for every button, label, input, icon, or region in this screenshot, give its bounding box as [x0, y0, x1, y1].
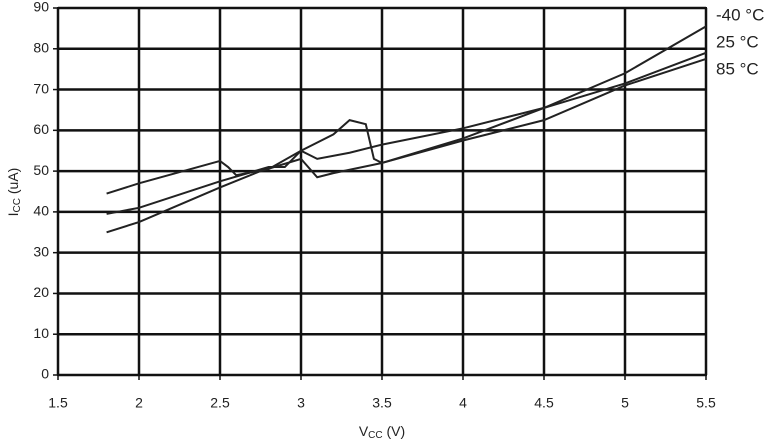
- y-tick-label: 60: [33, 121, 49, 137]
- y-tick-label: 80: [33, 39, 49, 55]
- x-label-unit: (V): [383, 423, 406, 439]
- series-line: [106, 58, 707, 195]
- x-tick-label: 5: [621, 395, 629, 411]
- y-label-main: I: [5, 212, 21, 216]
- y-tick-label: 70: [33, 80, 49, 96]
- y-label-sub: CC: [12, 198, 23, 212]
- x-tick-label: 2: [135, 395, 143, 411]
- x-label-main: V: [359, 423, 369, 439]
- y-tick-label: 40: [33, 203, 49, 219]
- legend-label: 85 °C: [716, 59, 759, 78]
- y-label-unit: (uA): [5, 168, 21, 198]
- series-line: [106, 51, 707, 215]
- x-tick-label: 2.5: [210, 395, 230, 411]
- series-line: [106, 25, 707, 234]
- x-tick-label: 4: [459, 395, 467, 411]
- legend-label: -40 °C: [716, 5, 764, 24]
- x-axis-label: VCC (V): [359, 423, 405, 441]
- y-tick-label: 90: [33, 0, 49, 15]
- x-label-sub: CC: [368, 430, 382, 441]
- x-tick-label: 3.5: [372, 395, 392, 411]
- legend-label: 25 °C: [716, 32, 759, 51]
- y-tick-label: 30: [33, 243, 49, 259]
- y-tick-label: 20: [33, 284, 49, 300]
- x-tick-label: 5.5: [696, 395, 716, 411]
- y-axis-label: ICC (uA): [5, 168, 23, 217]
- plot-frame: [57, 7, 707, 376]
- x-tick-label: 4.5: [534, 395, 554, 411]
- x-tick-label: 1.5: [48, 395, 68, 411]
- y-tick-label: 10: [33, 325, 49, 341]
- x-tick-label: 3: [297, 395, 305, 411]
- y-tick-label: 0: [41, 366, 49, 382]
- y-tick-label: 50: [33, 162, 49, 178]
